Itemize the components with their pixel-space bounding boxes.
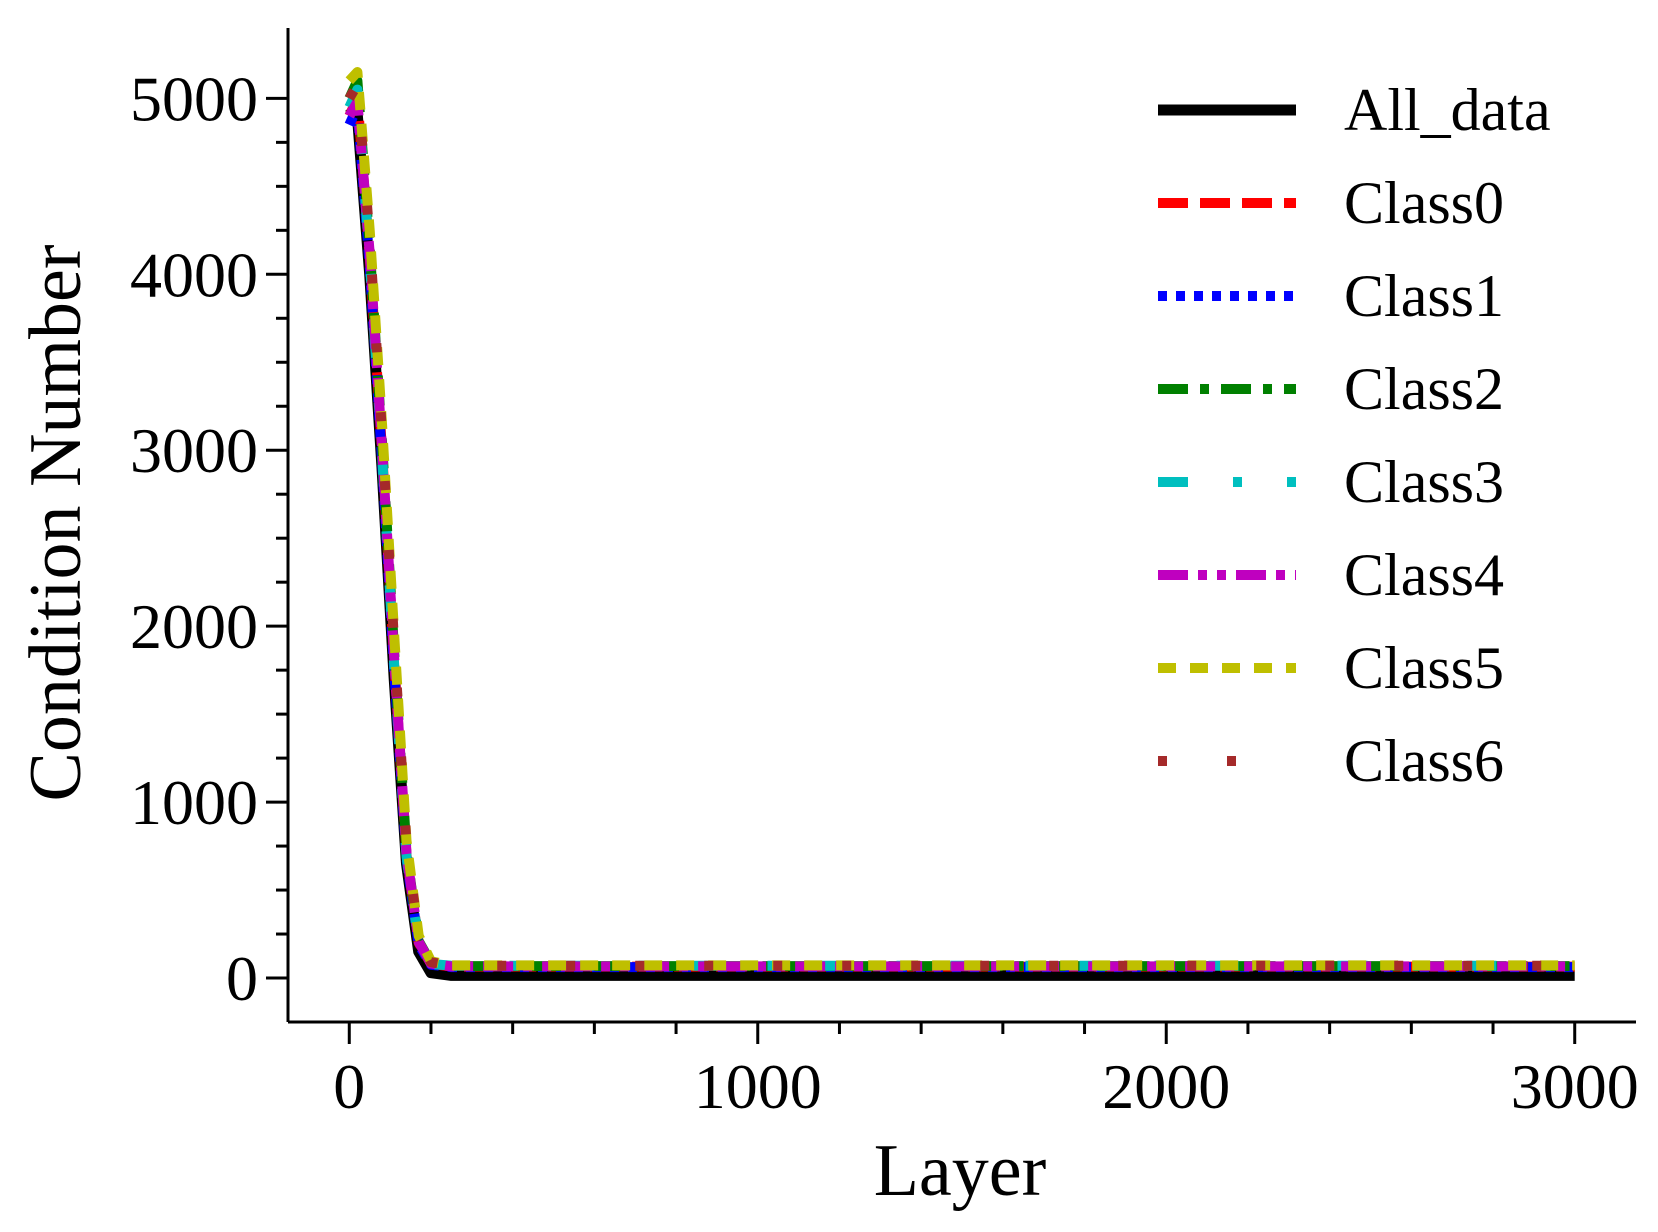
y-tick-label: 4000 (130, 239, 258, 310)
x-tick-label: 2000 (1102, 1051, 1230, 1122)
x-tick-label: 0 (333, 1051, 365, 1122)
legend-item: All_data (1158, 77, 1551, 143)
y-tick-label: 1000 (130, 767, 258, 838)
legend-label: Class5 (1344, 635, 1504, 701)
series-line-class5 (345, 67, 1575, 971)
legend-item: Class3 (1158, 449, 1504, 515)
y-tick-label: 3000 (130, 415, 258, 486)
legend-label: Class1 (1344, 263, 1504, 329)
legend: All_data Class0 Class1 Class2 Class3 Class4 Cl… (1158, 77, 1551, 794)
x-tick-label: 1000 (694, 1051, 822, 1122)
series-line-all-data (345, 103, 1575, 981)
y-axis-title: Condition Number (15, 244, 97, 801)
legend-item: Class6 (1158, 728, 1504, 794)
y-tick-label: 5000 (130, 63, 258, 134)
legend-item: Class1 (1158, 263, 1504, 329)
axes: 0 1000 2000 3000 4000 5000 0 1000 2000 3000 (130, 28, 1639, 1122)
legend-label: Class0 (1344, 170, 1504, 236)
series-line-class1 (344, 102, 1575, 973)
legend-label: Class4 (1344, 542, 1504, 608)
legend-item: Class5 (1158, 635, 1504, 701)
legend-item: Class4 (1158, 542, 1504, 608)
legend-item: Class2 (1158, 356, 1504, 422)
legend-item: Class0 (1158, 170, 1504, 236)
plot-lines (344, 67, 1575, 981)
legend-label: Class2 (1344, 356, 1504, 422)
x-tick-label: 3000 (1511, 1051, 1639, 1122)
y-tick-label: 0 (226, 943, 258, 1014)
legend-label: All_data (1344, 77, 1551, 143)
x-axis-title: Layer (874, 1130, 1047, 1212)
y-tick-label: 2000 (130, 591, 258, 662)
legend-label: Class3 (1344, 449, 1504, 515)
legend-label: Class6 (1344, 728, 1504, 794)
